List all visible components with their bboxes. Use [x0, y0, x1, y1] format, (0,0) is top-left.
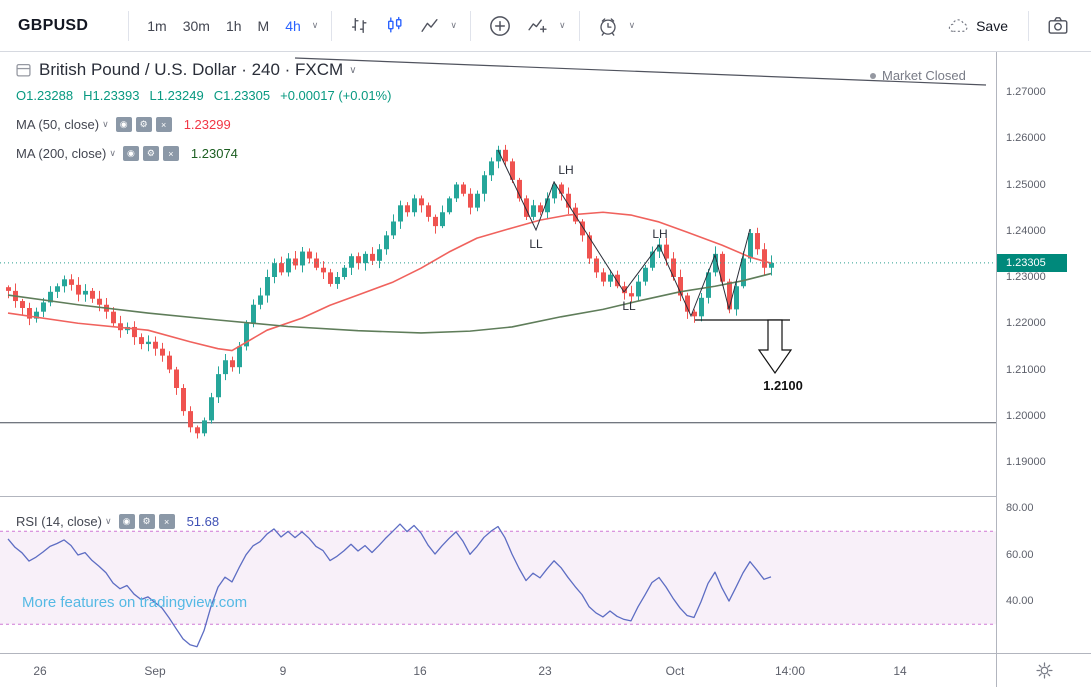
save-button[interactable]: Save: [946, 17, 1008, 34]
toolbar-separator: [128, 10, 130, 41]
interval-button-M[interactable]: M: [257, 17, 270, 34]
time-axis-tick: 14:00: [774, 664, 806, 678]
axis-corner: [996, 653, 1091, 687]
price-axis-tick: 1.22000: [1006, 317, 1046, 330]
time-axis-tick: 26: [33, 664, 47, 678]
compare-add-icon[interactable]: [481, 11, 519, 41]
save-button-label: Save: [976, 17, 1008, 34]
price-axis[interactable]: 1.23305 1.27000 1.26000 1.25000 1.24000 1.23…: [996, 52, 1091, 653]
rsi-axis-tick: 60.00: [1006, 548, 1034, 561]
svg-text:LL: LL: [622, 299, 636, 313]
pane-resize-handle[interactable]: [0, 496, 1091, 497]
rsi-axis-tick: 80.00: [1006, 502, 1034, 514]
svg-text:LH: LH: [558, 163, 573, 177]
ma200-value: 1.23074: [190, 146, 238, 161]
market-status: Market Closed: [870, 68, 966, 83]
price-axis-tick: 1.25000: [1006, 178, 1046, 191]
remove-icon[interactable]: ×: [158, 514, 175, 529]
chart-settings-gear-icon[interactable]: [1035, 662, 1053, 679]
interval-button-1h[interactable]: 1h: [225, 17, 242, 34]
ma200-label[interactable]: MA (200, close): [16, 146, 107, 161]
symbol-title: British Pound / U.S. Dollar · 240 · FXCM: [39, 60, 344, 79]
ma200-legend-row: MA (200, close) ∨ ◉ ⚙ × 1.23074: [16, 146, 401, 161]
last-price-badge: 1.23305: [997, 253, 1067, 272]
chevron-down-icon[interactable]: ∨: [104, 516, 112, 526]
price-axis-tick: 1.27000: [1006, 86, 1046, 98]
interval-button-4h[interactable]: 4h: [285, 17, 301, 34]
change-value: +0.00017 (+0.01%): [280, 88, 392, 103]
chevron-down-icon[interactable]: ∨: [450, 20, 457, 30]
alert-clock-icon[interactable]: [590, 12, 626, 40]
svg-text:LH: LH: [652, 227, 667, 241]
ma50-label[interactable]: MA (50, close): [16, 117, 100, 132]
cloud-icon: [948, 19, 968, 32]
toolbar-right-group: Save: [946, 10, 1077, 41]
remove-icon[interactable]: ×: [162, 146, 179, 161]
chevron-down-icon[interactable]: ∨: [311, 20, 319, 30]
high-value: H1.23393: [83, 88, 140, 103]
rsi-axis-tick: 40.00: [1006, 595, 1034, 607]
settings-gear-icon[interactable]: ⚙: [135, 117, 152, 132]
toolbar-separator: [469, 10, 471, 41]
price-axis-tick: 1.21000: [1006, 363, 1046, 376]
settings-gear-icon[interactable]: ⚙: [138, 514, 155, 529]
ma50-legend-row: MA (50, close) ∨ ◉ ⚙ × 1.23299: [16, 117, 401, 132]
time-axis-tick: 16: [413, 664, 427, 678]
settings-gear-icon[interactable]: ⚙: [142, 146, 159, 161]
price-axis-tick: 1.23000: [1006, 271, 1046, 283]
symbol-title-row[interactable]: British Pound / U.S. Dollar · 240 · FXCM…: [16, 60, 401, 80]
interval-button-30m[interactable]: 30m: [182, 17, 210, 34]
market-status-label: Market Closed: [882, 68, 966, 83]
camera-snapshot-icon[interactable]: [1039, 11, 1077, 40]
ohlc-values-row: O1.23288 H1.23393 L1.23249 C1.23305 +0.0…: [16, 88, 401, 103]
time-axis-tick: 23: [538, 664, 552, 678]
time-axis-tick: Sep: [144, 664, 166, 678]
legend-collapse-icon[interactable]: [16, 63, 31, 78]
ma50-value: 1.23299: [183, 117, 231, 132]
indicators-icon[interactable]: [519, 12, 556, 39]
tradingview-watermark[interactable]: More features on tradingview.com: [22, 594, 248, 611]
svg-text:LL: LL: [529, 237, 543, 251]
rsi-label[interactable]: RSI (14, close): [16, 514, 102, 529]
time-axis-tick: Oct: [665, 664, 685, 678]
price-axis-tick: 1.26000: [1006, 132, 1046, 145]
chevron-down-icon[interactable]: ∨: [349, 64, 357, 76]
eye-visibility-icon[interactable]: ◉: [122, 146, 139, 161]
chevron-down-icon[interactable]: ∨: [109, 148, 116, 158]
toolbar-separator: [578, 10, 580, 41]
low-value: L1.23249: [149, 88, 204, 103]
market-status-dot-icon: [870, 72, 876, 79]
candles-style-icon[interactable]: [377, 12, 412, 39]
chevron-down-icon[interactable]: ∨: [558, 20, 566, 30]
price-axis-tick: 1.20000: [1006, 409, 1046, 422]
time-axis-tick: 9: [279, 664, 287, 678]
chart-legend: British Pound / U.S. Dollar · 240 · FXCM…: [16, 60, 401, 161]
rsi-value: 51.68: [186, 514, 220, 529]
top-toolbar: GBPUSD 1m 30m 1h M 4h ∨ ∨: [0, 0, 1091, 52]
toolbar-separator: [1028, 10, 1029, 41]
svg-text:1.2100: 1.2100: [763, 378, 803, 393]
rsi-indicator-canvas[interactable]: [0, 497, 996, 653]
chevron-down-icon[interactable]: ∨: [102, 119, 109, 129]
symbol-name[interactable]: GBPUSD: [18, 16, 89, 34]
time-axis[interactable]: 26 Sep 9 16 23 Oct 14:00 14: [0, 653, 996, 687]
remove-icon[interactable]: ×: [155, 117, 172, 132]
price-axis-tick: 1.24000: [1006, 224, 1046, 237]
close-value: C1.23305: [213, 88, 271, 103]
interval-button-1m[interactable]: 1m: [147, 17, 167, 34]
eye-visibility-icon[interactable]: ◉: [118, 514, 135, 529]
main-price-chart-canvas[interactable]: LH LL LH LL 1.2100: [0, 52, 996, 497]
toolbar-separator: [331, 10, 333, 41]
price-axis-tick: 1.19000: [1006, 456, 1046, 468]
open-value: O1.23288: [16, 88, 74, 103]
rsi-legend-row: RSI (14, close) ∨ ◉ ⚙ × 51.68: [16, 514, 219, 529]
bars-style-icon[interactable]: [342, 12, 377, 39]
chevron-down-icon[interactable]: ∨: [628, 20, 636, 30]
eye-visibility-icon[interactable]: ◉: [115, 117, 132, 132]
time-axis-tick: 14: [893, 664, 907, 678]
area-style-icon[interactable]: [412, 12, 447, 39]
